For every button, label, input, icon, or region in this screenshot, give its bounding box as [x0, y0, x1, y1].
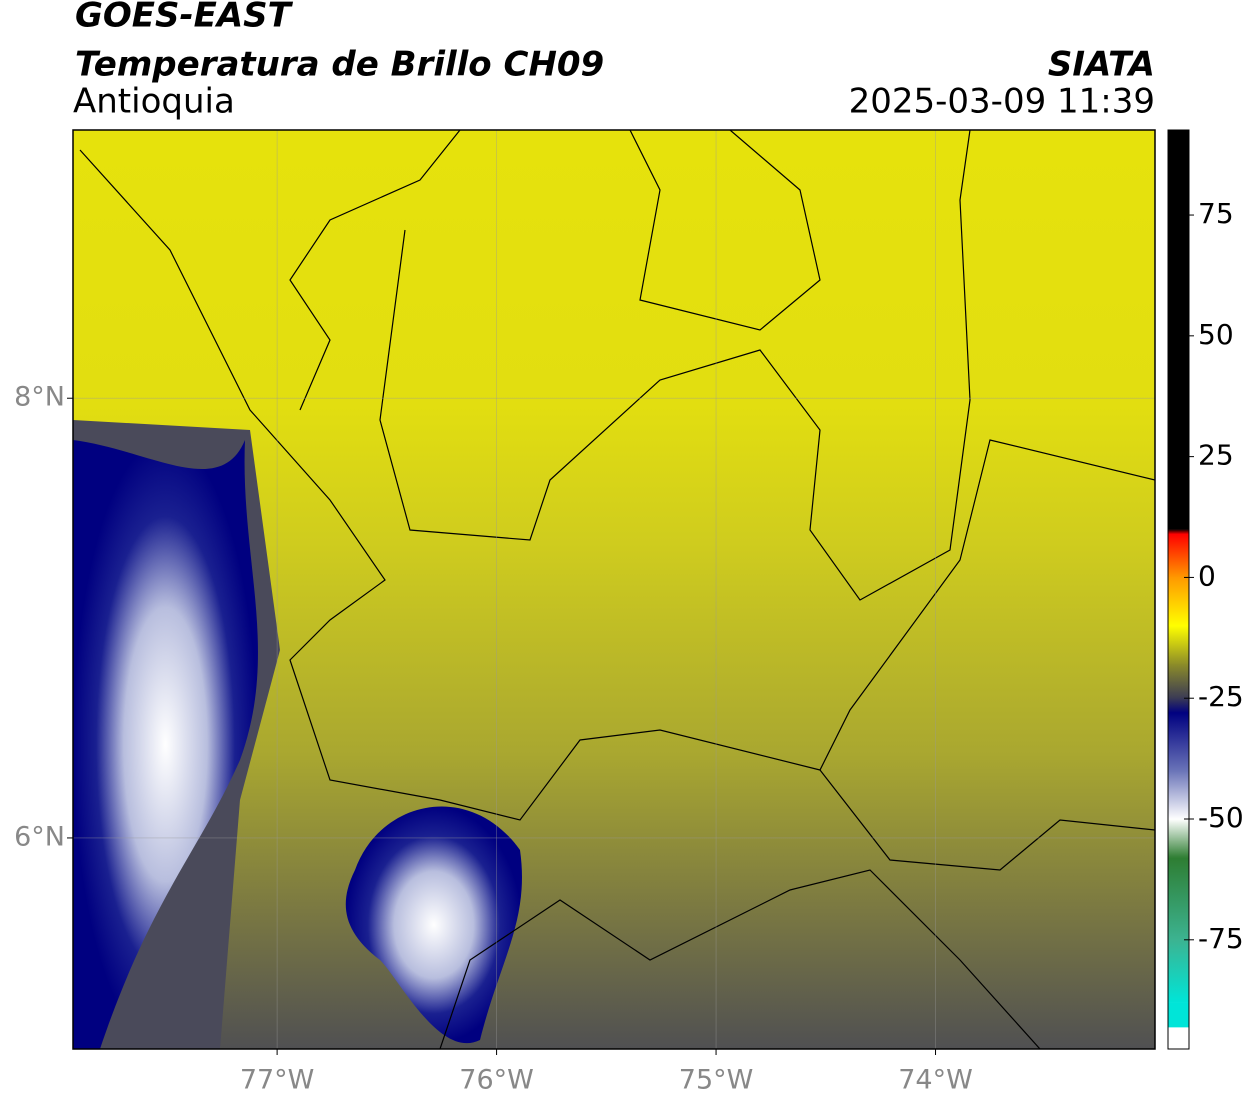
colorbar-segment	[1168, 1002, 1189, 1028]
colorbar-tick-label: 75	[1198, 197, 1234, 230]
colorbar-segment	[1168, 533, 1189, 578]
datetime-label: 2025-03-09 11:39	[849, 82, 1155, 122]
region-label: Antioquia	[73, 82, 235, 122]
cloud	[345, 806, 522, 1044]
colorbar: 75 50 25 0 -25 -50 -75	[1168, 130, 1244, 1050]
colorbar-segment	[1168, 857, 1189, 941]
colorbar-segment	[1168, 529, 1189, 535]
colorbar-frame	[1167, 129, 1190, 1050]
colorbar-segment	[1168, 712, 1189, 771]
y-tick-label: 6°N	[14, 821, 65, 852]
agency-label: SIATA	[1048, 45, 1155, 85]
satellite-image	[73, 130, 1155, 1049]
colorbar-segment	[1168, 130, 1189, 530]
colorbar-tick-label: -25	[1198, 680, 1244, 713]
colorbar-segment	[1168, 625, 1189, 665]
map-frame	[72, 129, 1156, 1050]
x-tick-label: 77°W	[240, 1065, 315, 1096]
colorbar-segment	[1168, 664, 1189, 699]
colorbar-segment	[1168, 939, 1189, 1003]
borders	[79, 130, 1155, 1049]
colorbar-segment	[1168, 1027, 1189, 1050]
colorbar-segment	[1168, 698, 1189, 714]
y-tick-label: 8°N	[14, 382, 65, 413]
x-tick-label: 76°W	[459, 1065, 534, 1096]
colorbar-segment	[1168, 1026, 1189, 1029]
product-title: Temperatura de Brillo CH09	[75, 45, 604, 85]
colorbar-tick-label: 50	[1198, 318, 1234, 351]
cloud	[73, 440, 258, 1049]
colorbar-segment	[1168, 770, 1189, 820]
colorbar-tick-label: -75	[1198, 922, 1244, 955]
source-title: GOES-EAST	[75, 0, 294, 36]
colorbar-tick-label: 25	[1198, 439, 1234, 472]
colorbar-segment	[1168, 577, 1189, 627]
colorbar-segment	[1168, 819, 1189, 858]
colorbar-tick-label: 0	[1198, 559, 1216, 592]
x-tick-label: 74°W	[898, 1065, 973, 1096]
graticule: 77°W 76°W 75°W 74°W 8°N 6°N	[14, 130, 1155, 1096]
colorbar-tick-label: -50	[1198, 801, 1244, 834]
x-tick-label: 75°W	[679, 1065, 754, 1096]
